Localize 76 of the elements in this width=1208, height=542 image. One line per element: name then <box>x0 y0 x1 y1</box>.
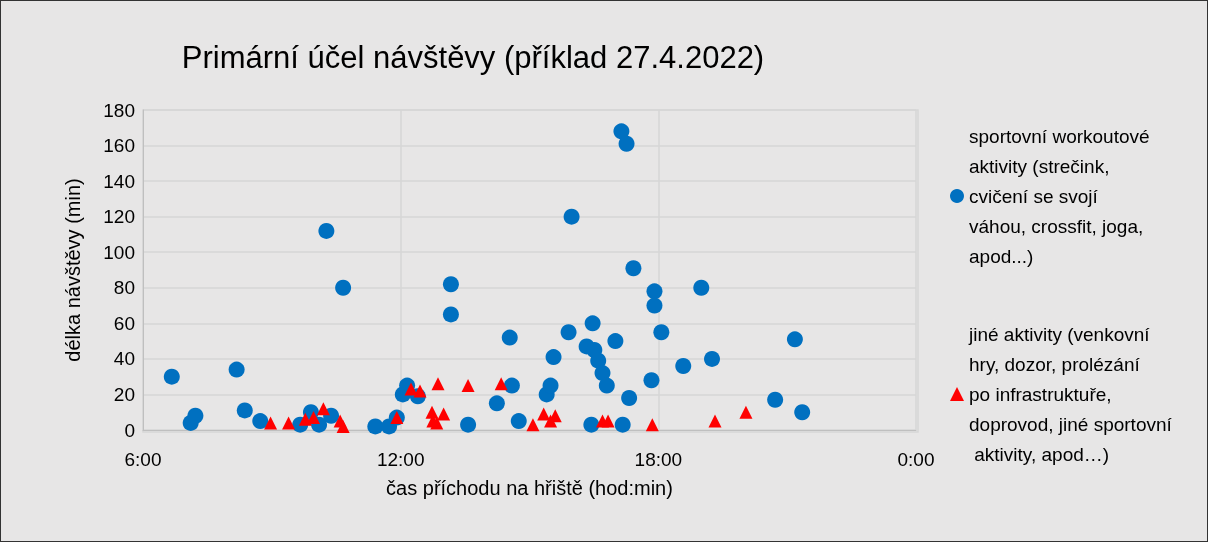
point <box>318 222 335 239</box>
y-tick-label: 20 <box>113 383 135 405</box>
point <box>336 419 350 433</box>
point <box>460 416 477 433</box>
point <box>794 404 811 421</box>
point <box>501 329 518 346</box>
point <box>542 377 559 394</box>
point <box>437 407 451 421</box>
point <box>494 377 508 391</box>
point <box>621 390 638 406</box>
point <box>739 405 753 419</box>
point <box>598 377 615 394</box>
point <box>510 413 527 430</box>
point <box>404 382 418 396</box>
x-tick-label: 0:00 <box>897 449 935 470</box>
point <box>545 349 562 366</box>
y-tick-label: 140 <box>103 170 135 192</box>
point <box>786 331 803 348</box>
point <box>236 402 253 419</box>
point <box>335 279 352 296</box>
point <box>560 324 577 341</box>
point <box>613 123 630 140</box>
point <box>228 361 245 378</box>
legend-label: sportovní workoutové aktivity (strečink, cvičení se svojí váhou, crossfit, joga, apod...) <box>969 125 1155 267</box>
point <box>708 414 722 428</box>
point <box>264 416 278 430</box>
point <box>675 358 692 374</box>
point <box>252 413 269 430</box>
y-tick-label: 160 <box>103 135 135 157</box>
point <box>488 395 505 412</box>
point <box>645 418 659 432</box>
point <box>594 365 611 382</box>
point <box>187 407 204 424</box>
point <box>461 379 475 393</box>
point <box>767 391 784 408</box>
point <box>316 402 330 416</box>
point <box>653 324 670 341</box>
point <box>163 368 180 385</box>
point <box>601 414 615 428</box>
point <box>618 135 635 152</box>
y-axis-title: délka návštěvy (min) <box>62 178 84 362</box>
point <box>584 315 601 332</box>
y-tick-label: 180 <box>103 99 135 121</box>
point <box>614 416 631 433</box>
y-tick-label: 60 <box>113 312 135 334</box>
y-tick-label: 40 <box>113 348 135 370</box>
y-tick-label: 100 <box>103 241 135 263</box>
point <box>298 412 312 426</box>
point <box>563 208 580 225</box>
point <box>367 418 384 435</box>
point <box>693 279 710 296</box>
x-tick-label: 6:00 <box>124 449 162 470</box>
point <box>583 416 600 433</box>
point <box>442 306 459 323</box>
y-tick-label: 0 <box>124 419 135 441</box>
x-tick-label: 18:00 <box>634 449 683 470</box>
x-tick-label: 12:00 <box>376 449 425 470</box>
point <box>590 352 607 369</box>
y-tick-label: 80 <box>113 277 135 299</box>
point <box>526 418 540 432</box>
chart-title: Primární účel návštěvy (příklad 27.4.2022) <box>181 40 765 75</box>
y-tick-label: 120 <box>103 206 135 228</box>
x-axis-title: čas příchodu na hřiště (hod:min) <box>386 477 673 499</box>
point <box>503 377 520 394</box>
point <box>282 416 296 430</box>
point <box>431 377 445 391</box>
point <box>646 283 663 300</box>
point <box>646 297 663 314</box>
point <box>442 276 459 293</box>
point <box>704 350 721 367</box>
point <box>625 260 642 277</box>
point <box>643 372 660 389</box>
legend-label: jiné aktivity (venkovní hry, dozor, prolézání po infrastruktuře, doprovod, jiné sportovní aktivity, apod…) <box>968 323 1173 465</box>
point <box>537 407 551 421</box>
point <box>607 333 624 350</box>
point <box>413 384 427 398</box>
